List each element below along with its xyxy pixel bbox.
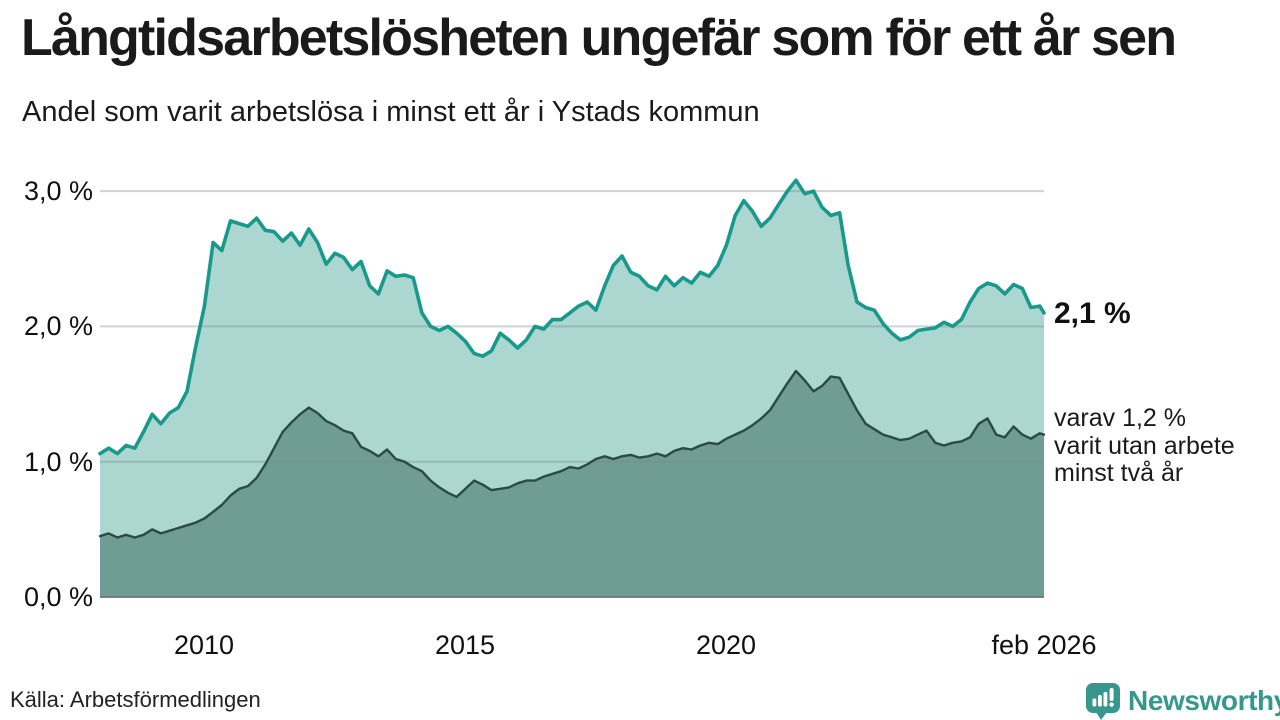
secondary-value-line1: varav 1,2 % — [1054, 404, 1187, 432]
secondary-value-label: varav 1,2 % varit utan arbete minst två … — [1054, 404, 1235, 488]
newsworthy-wordmark: Newsworthy — [1128, 685, 1280, 716]
y-tick-label: 0,0 % — [23, 582, 93, 612]
logo-exclamation — [1109, 688, 1114, 707]
y-tick-label: 1,0 % — [23, 447, 93, 477]
total-line — [98, 178, 1046, 456]
newsworthy-icon — [1086, 683, 1120, 720]
area-fills — [100, 180, 1044, 598]
logo-bars — [1092, 692, 1108, 707]
y-tick-label: 2,0 % — [23, 311, 93, 341]
page-title: Långtidsarbetslösheten ungefär som för e… — [21, 9, 1177, 67]
x-tick-label: 2015 — [434, 630, 496, 660]
source-note: Källa: Arbetsförmedlingen — [10, 687, 261, 712]
x-tick-label: 2020 — [695, 630, 757, 660]
y-tick-label: 3,0 % — [23, 176, 93, 206]
page-subtitle: Andel som varit arbetslösa i minst ett å… — [22, 96, 760, 128]
x-tick-label: 2010 — [173, 630, 235, 660]
newsworthy-logo: Newsworthy — [1086, 682, 1280, 720]
logo-pointer — [1096, 712, 1107, 720]
secondary-line — [98, 369, 1046, 539]
secondary-value-line3: minst två år — [1054, 459, 1184, 487]
x-tick-label: feb 2026 — [991, 630, 1097, 660]
secondary-value-line2: varit utan arbete — [1054, 431, 1235, 460]
secondary-area-fill — [100, 371, 1044, 597]
logo-bubble — [1086, 683, 1120, 713]
latest-value-label: 2,1 % — [1054, 297, 1131, 330]
